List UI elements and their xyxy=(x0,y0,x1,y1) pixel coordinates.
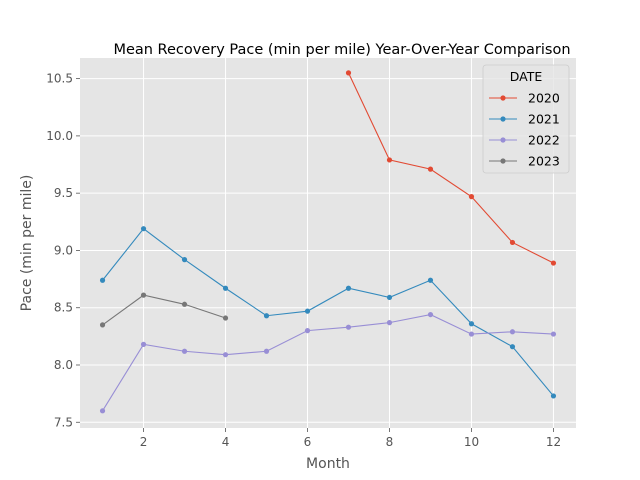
data-point-2022 xyxy=(550,331,557,337)
data-point-2021 xyxy=(468,321,475,327)
y-tick-label: 10.5 xyxy=(46,72,73,86)
y-tick-label: 10.0 xyxy=(46,129,73,143)
data-point-2021 xyxy=(345,285,352,291)
y-tick-label: 8.0 xyxy=(54,358,73,372)
legend: DATE 2020 2021 2022 2023 xyxy=(482,64,570,174)
data-point-2022 xyxy=(99,408,106,414)
legend-label-2021: 2021 xyxy=(528,112,560,127)
x-tick-label: 2 xyxy=(140,435,148,449)
data-point-2021 xyxy=(427,277,434,283)
data-point-2022 xyxy=(427,311,434,318)
data-point-2021 xyxy=(386,294,393,301)
data-point-2021 xyxy=(509,344,516,350)
y-axis-ticks: 7.5 8.0 8.5 9.0 9.5 10.0 10.5 xyxy=(46,72,80,429)
y-tick-label: 7.5 xyxy=(54,415,73,429)
series-line-2021 xyxy=(102,227,554,397)
data-point-2020 xyxy=(509,239,516,246)
legend-marker-2020 xyxy=(500,95,506,101)
y-tick-label: 8.5 xyxy=(54,301,73,315)
legend-label-2020: 2020 xyxy=(528,91,560,106)
data-point-2023 xyxy=(99,322,106,328)
legend-marker-2023 xyxy=(500,158,506,164)
series-2020 xyxy=(345,70,557,266)
y-tick-label: 9.0 xyxy=(54,243,73,257)
data-point-2022 xyxy=(468,331,475,337)
x-tick-label: 10 xyxy=(464,435,479,449)
data-point-2023 xyxy=(222,315,229,321)
legend-label-2022: 2022 xyxy=(528,133,560,148)
series-2021 xyxy=(99,226,557,399)
series-2023 xyxy=(99,292,229,328)
data-point-2020 xyxy=(468,194,475,200)
data-point-2020 xyxy=(550,260,557,266)
x-tick-label: 12 xyxy=(546,435,561,449)
series-line-2023 xyxy=(102,294,226,326)
series-2022 xyxy=(99,311,557,414)
data-point-2020 xyxy=(427,166,434,172)
data-point-2022 xyxy=(304,328,311,334)
series-layer xyxy=(99,70,557,414)
data-point-2022 xyxy=(181,348,188,354)
x-tick-label: 8 xyxy=(386,435,394,449)
data-point-2022 xyxy=(509,329,516,335)
series-line-2020 xyxy=(348,72,554,264)
data-point-2023 xyxy=(140,292,147,298)
data-point-2022 xyxy=(222,352,229,358)
data-point-2021 xyxy=(304,308,311,314)
x-tick-label: 4 xyxy=(222,435,230,449)
data-point-2020 xyxy=(345,70,352,76)
data-point-2021 xyxy=(181,257,188,263)
data-point-2021 xyxy=(222,285,229,291)
data-point-2020 xyxy=(386,157,393,163)
data-point-2022 xyxy=(345,324,352,330)
legend-title: DATE xyxy=(510,69,543,84)
chart-title: Mean Recovery Pace (min per mile) Year-O… xyxy=(113,42,570,58)
y-tick-label: 9.5 xyxy=(54,186,73,200)
x-axis-label: Month xyxy=(306,456,350,472)
legend-label-2023: 2023 xyxy=(528,154,560,169)
x-tick-label: 6 xyxy=(304,435,312,449)
data-point-2021 xyxy=(550,393,557,399)
legend-marker-2022 xyxy=(500,137,506,143)
data-point-2021 xyxy=(99,277,106,283)
x-axis-ticks: 2 4 6 8 10 12 xyxy=(140,428,561,449)
legend-marker-2021 xyxy=(500,116,506,122)
legend-box xyxy=(482,64,570,174)
data-point-2021 xyxy=(263,313,270,319)
y-axis-label: Pace (min per mile) xyxy=(19,175,35,312)
series-line-2022 xyxy=(102,314,554,412)
legend-entries: 2020 2021 2022 2023 xyxy=(489,91,560,169)
data-point-2022 xyxy=(386,320,393,326)
data-point-2023 xyxy=(181,301,188,307)
data-point-2022 xyxy=(140,341,147,347)
data-point-2022 xyxy=(263,348,270,354)
data-point-2021 xyxy=(140,226,147,232)
